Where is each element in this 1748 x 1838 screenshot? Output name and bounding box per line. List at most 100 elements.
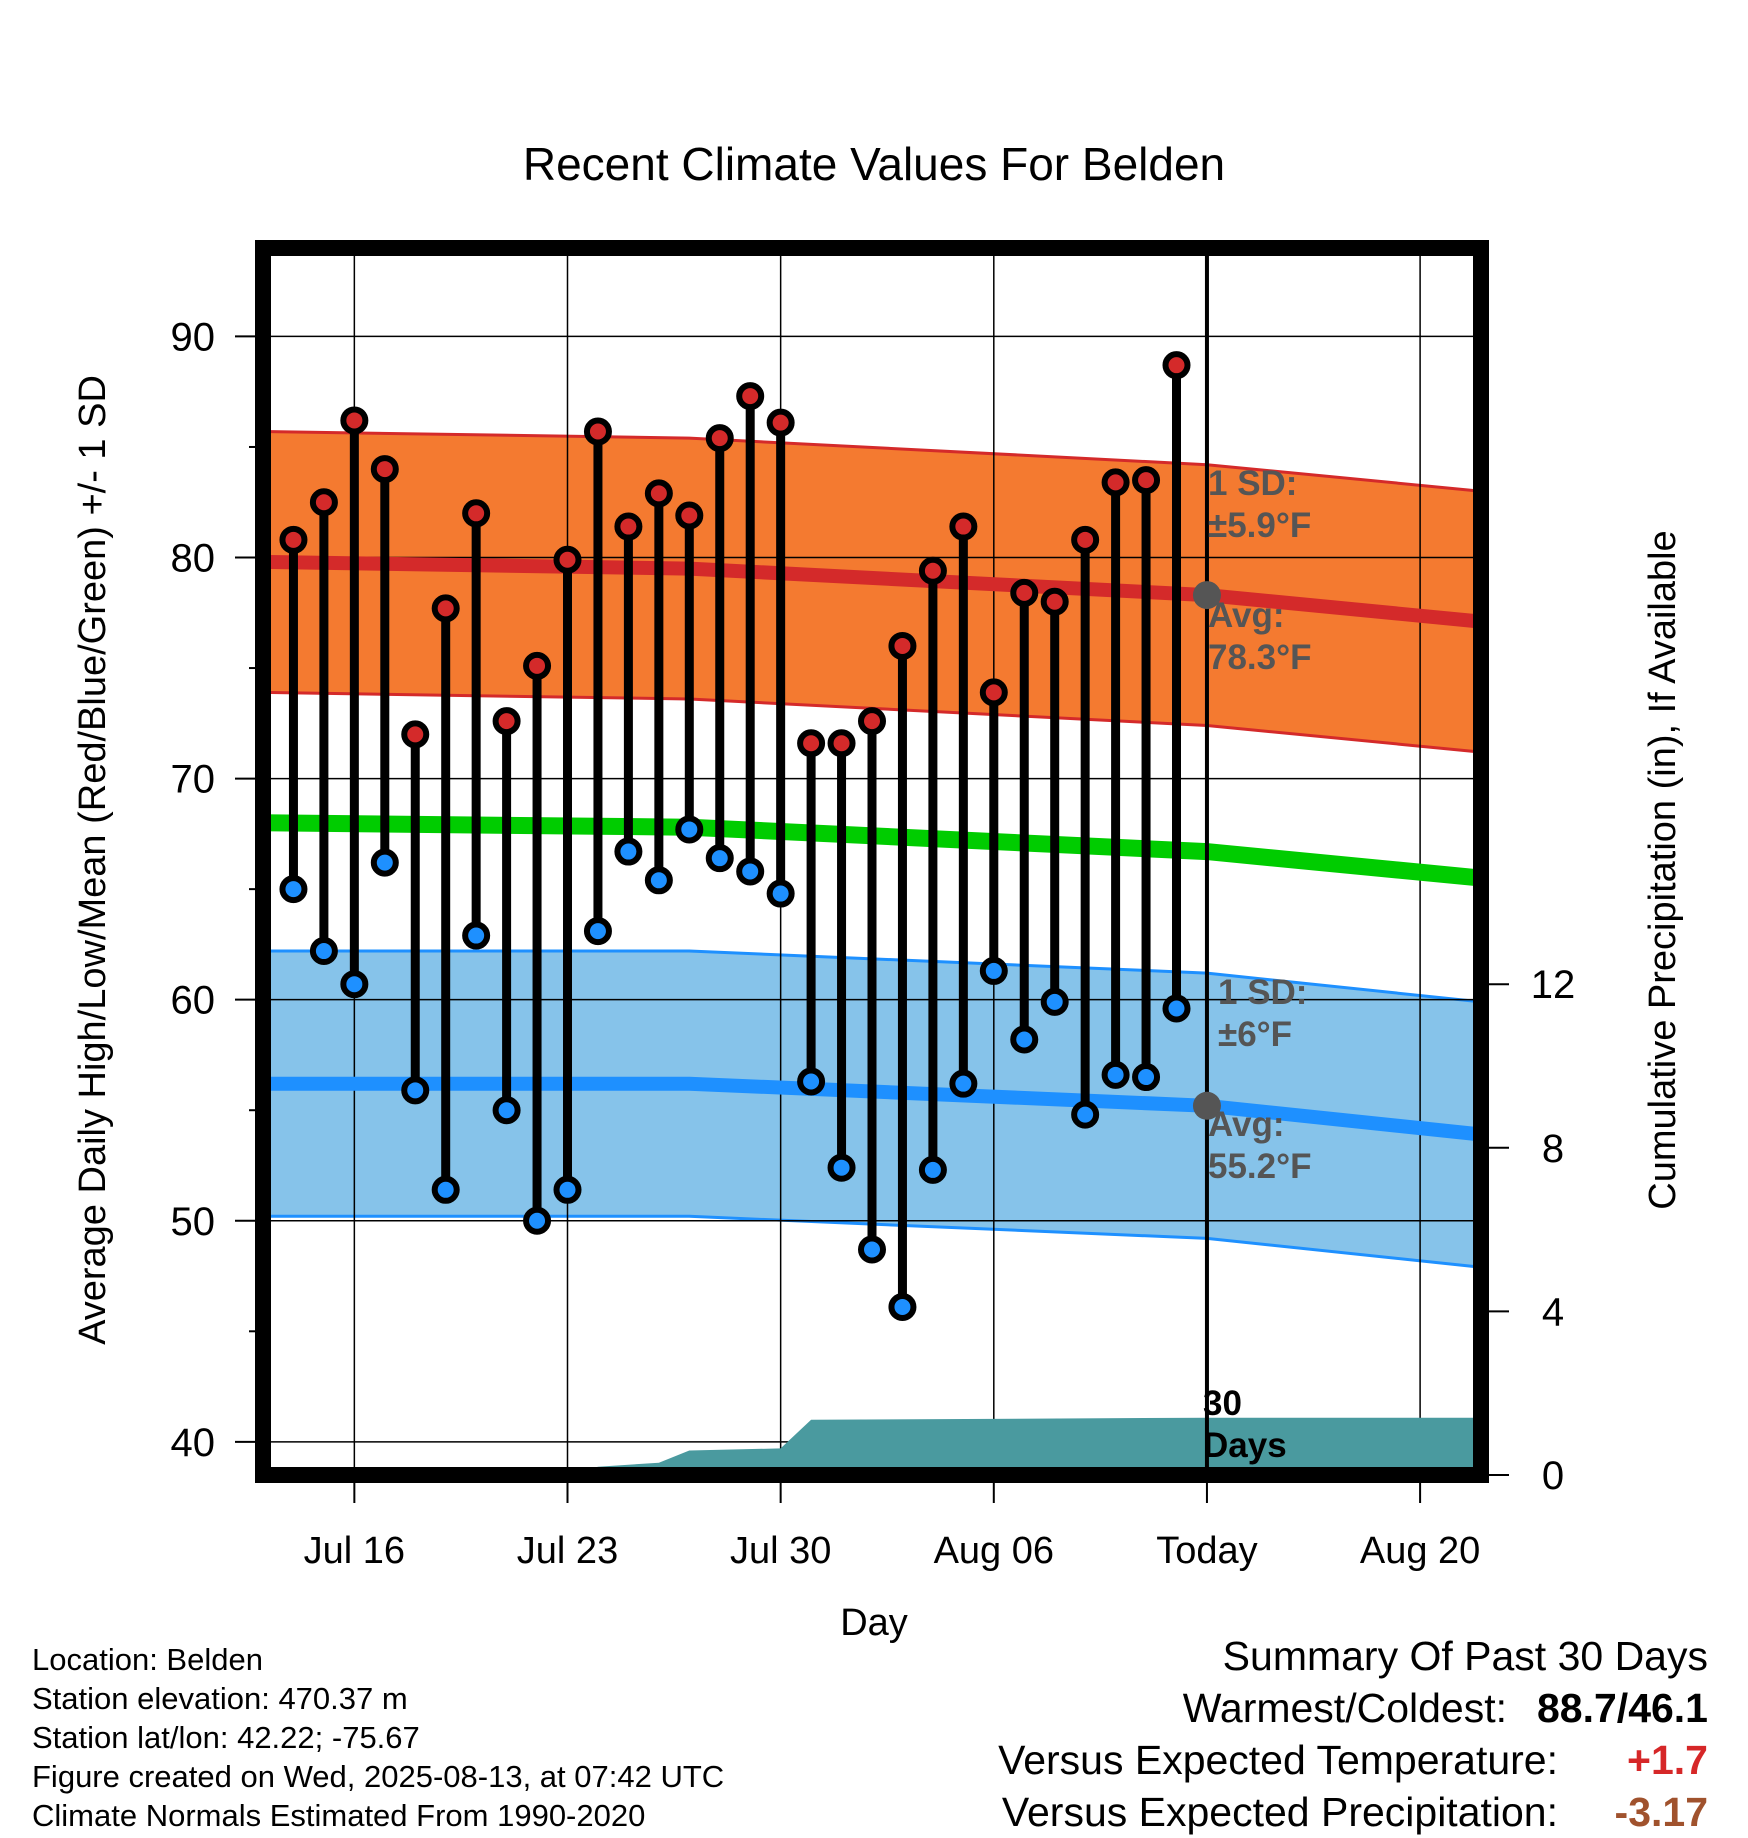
y-tick-label: 40 xyxy=(171,1421,216,1465)
y-tick-label: 50 xyxy=(171,1200,216,1244)
low-sd-label: 1 SD: xyxy=(1218,973,1307,1012)
low-point xyxy=(279,875,308,904)
summary-title: Summary Of Past 30 Days xyxy=(1222,1633,1708,1679)
high-point xyxy=(553,545,582,574)
high-point xyxy=(918,556,947,585)
high-point xyxy=(1162,351,1191,380)
x-tick-label: Jul 30 xyxy=(730,1530,831,1572)
plot-frame xyxy=(255,240,1489,1483)
high-point xyxy=(523,651,552,680)
summary-precip-row: Versus Expected Precipitation: -3.17 xyxy=(998,1786,1708,1838)
x-tick-label: Today xyxy=(1156,1530,1257,1572)
x-tick-label: Jul 23 xyxy=(517,1530,618,1572)
temp-value: +1.7 xyxy=(1627,1737,1708,1783)
precip-area xyxy=(263,1417,1481,1475)
low-point xyxy=(401,1076,430,1105)
high-point xyxy=(583,417,612,446)
days-label-text: Days xyxy=(1203,1426,1287,1465)
high-point xyxy=(979,678,1008,707)
station-info: Location: Belden Station elevation: 470.… xyxy=(32,1640,724,1835)
high-point xyxy=(431,594,460,623)
low-point xyxy=(462,921,491,950)
high-point xyxy=(401,720,430,749)
today-avg-low-marker xyxy=(1192,1091,1221,1120)
low-point xyxy=(797,1067,826,1096)
high-point xyxy=(705,424,734,453)
low-point xyxy=(1040,987,1069,1016)
low-point xyxy=(1162,994,1191,1023)
low-point xyxy=(583,917,612,946)
low-point xyxy=(888,1292,917,1321)
y-tick-label: 80 xyxy=(171,537,216,581)
summary-warmest-row: Warmest/Coldest: 88.7/46.1 xyxy=(998,1682,1708,1734)
low-point xyxy=(858,1235,886,1264)
low-point xyxy=(644,866,673,895)
high-point xyxy=(614,512,643,541)
precip-value: -3.17 xyxy=(1614,1789,1708,1835)
high-point xyxy=(949,512,978,541)
low-point xyxy=(1132,1063,1161,1092)
y-tick-label: 60 xyxy=(171,979,216,1023)
location-text: Location: Belden xyxy=(32,1642,263,1677)
warmest-value: 88.7/46.1 xyxy=(1537,1685,1708,1731)
high-point xyxy=(1071,525,1100,554)
y2-tick-label: 8 xyxy=(1542,1127,1564,1171)
low-point xyxy=(979,956,1008,985)
today-avg-high-marker xyxy=(1192,581,1221,610)
low-point xyxy=(736,857,765,886)
y2-tick-label: 12 xyxy=(1531,963,1576,1007)
elevation-text: Station elevation: 470.37 m xyxy=(32,1681,408,1716)
low-point xyxy=(918,1155,947,1184)
y-tick-label: 70 xyxy=(171,758,216,802)
high-point xyxy=(279,525,308,554)
high-point xyxy=(462,499,491,528)
high-point xyxy=(1132,466,1161,495)
high-point xyxy=(827,729,856,758)
latlon-text: Station lat/lon: 42.22; -75.67 xyxy=(32,1720,420,1755)
high-point xyxy=(370,455,399,484)
high-point xyxy=(675,501,704,530)
low-point xyxy=(705,844,734,873)
high-point xyxy=(340,406,369,435)
high-sd-value: ±5.9°F xyxy=(1208,506,1311,545)
low-avg-value: 55.2°F xyxy=(1208,1147,1312,1186)
low-point xyxy=(614,837,643,866)
high-avg-value: 78.3°F xyxy=(1208,638,1312,677)
y-axis-label: Average Daily High/Low/Mean (Red/Blue/Gr… xyxy=(72,375,114,1345)
low-point xyxy=(492,1096,521,1125)
low-point xyxy=(309,937,338,966)
high-point xyxy=(888,631,917,660)
low-sd-value: ±6°F xyxy=(1218,1015,1292,1054)
y2-axis-label: Cumulative Precipitation (in), If Availa… xyxy=(1642,530,1684,1209)
low-point xyxy=(553,1175,582,1204)
low-point xyxy=(340,970,369,999)
x-axis-label: Day xyxy=(840,1602,908,1644)
days-label-number: 30 xyxy=(1203,1384,1242,1423)
low-point xyxy=(827,1153,856,1182)
precip-label: Versus Expected Precipitation: xyxy=(1001,1789,1558,1835)
y2-tick-label: 4 xyxy=(1542,1290,1564,1334)
avg-low-line xyxy=(263,1076,1482,1142)
low-point xyxy=(1010,1025,1039,1054)
high-avg-label: Avg: xyxy=(1208,596,1284,635)
low-sd-band-lower-edge xyxy=(263,1214,1482,1269)
high-point xyxy=(766,408,795,437)
high-sd-label: 1 SD: xyxy=(1208,464,1297,503)
low-point xyxy=(766,879,795,908)
x-tick-label: Aug 06 xyxy=(934,1530,1054,1572)
low-point xyxy=(523,1206,552,1235)
warmest-label: Warmest/Coldest: xyxy=(1182,1685,1507,1731)
high-point xyxy=(1040,587,1069,616)
temp-label: Versus Expected Temperature: xyxy=(998,1737,1558,1783)
x-tick-label: Jul 16 xyxy=(304,1530,405,1572)
y2-tick-label: 0 xyxy=(1542,1454,1564,1498)
low-point xyxy=(675,815,704,844)
high-point xyxy=(492,707,521,736)
low-point xyxy=(370,848,399,877)
high-point xyxy=(1101,468,1130,497)
high-sd-band-upper-edge xyxy=(262,430,1482,493)
high-point xyxy=(858,707,886,736)
low-point xyxy=(1101,1060,1130,1089)
created-text: Figure created on Wed, 2025-08-13, at 07… xyxy=(32,1759,725,1794)
